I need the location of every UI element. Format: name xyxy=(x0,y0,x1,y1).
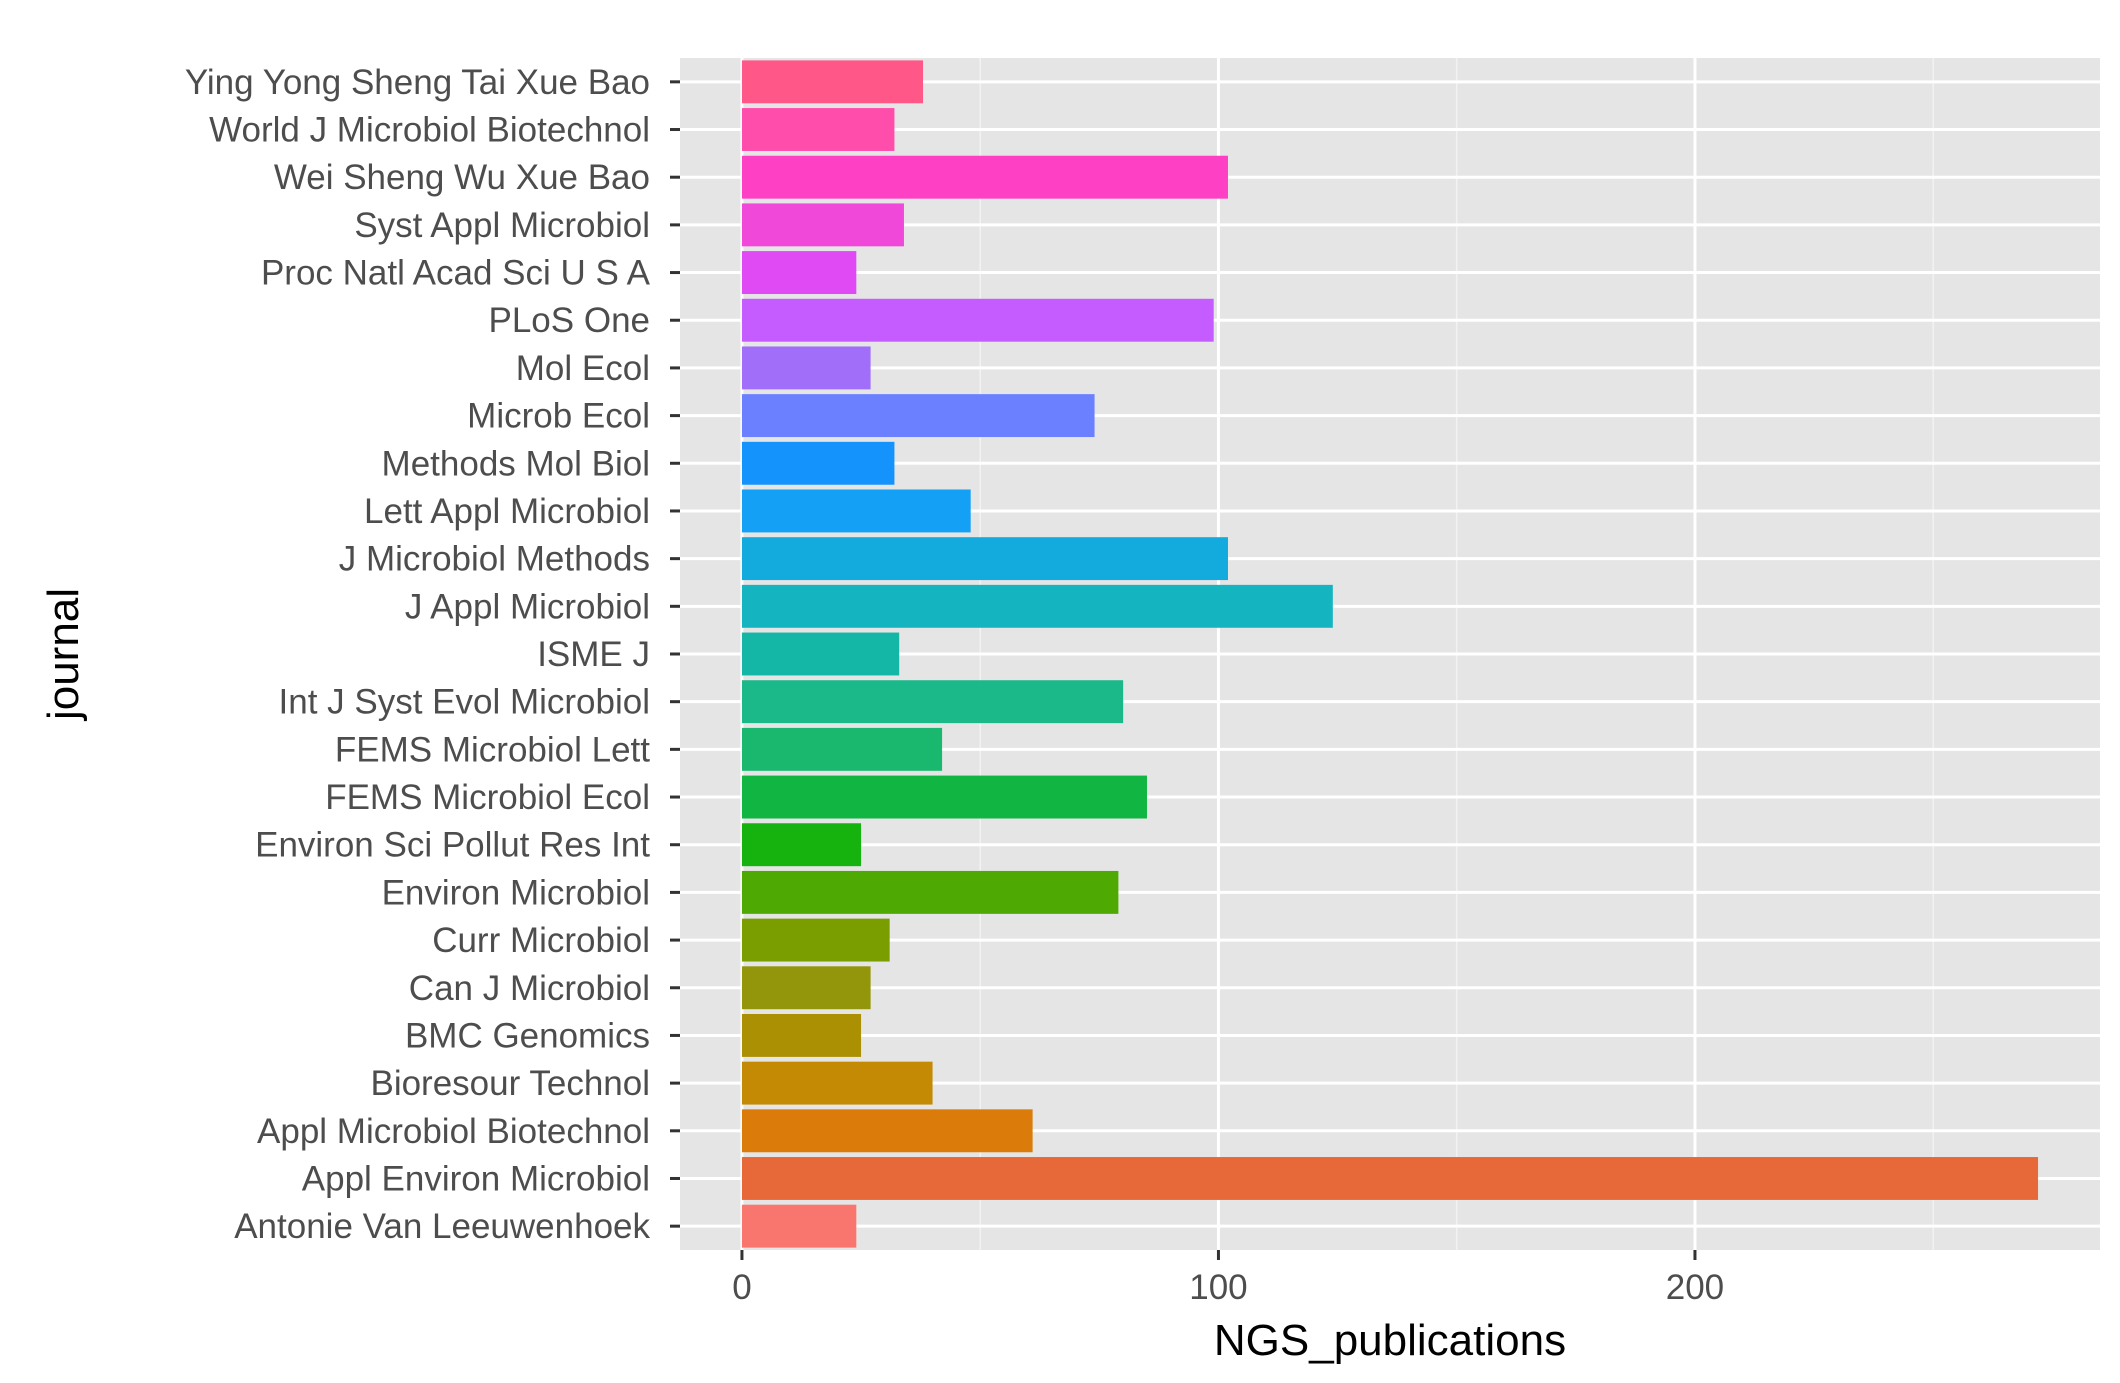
x-tick-label: 100 xyxy=(1189,1268,1247,1307)
bar xyxy=(741,203,904,247)
y-tick-label: J Microbiol Methods xyxy=(339,540,650,579)
y-tick-label: Appl Microbiol Biotechnol xyxy=(257,1112,650,1151)
y-tick-label: FEMS Microbiol Ecol xyxy=(325,778,650,817)
bar xyxy=(741,251,857,295)
bar xyxy=(741,775,1147,819)
y-tick-label: ISME J xyxy=(537,635,650,674)
bar xyxy=(741,1013,862,1057)
y-tick-label: Proc Natl Acad Sci U S A xyxy=(261,254,651,293)
y-tick-label: Can J Microbiol xyxy=(409,969,650,1008)
x-tick-label: 200 xyxy=(1666,1268,1724,1307)
y-tick-label: Lett Appl Microbiol xyxy=(364,492,650,531)
bar xyxy=(741,918,890,962)
y-tick-label: Microb Ecol xyxy=(467,397,650,436)
y-tick-label: J Appl Microbiol xyxy=(405,587,650,626)
x-axis: 0 100 200 xyxy=(732,1250,1724,1307)
y-tick-label: FEMS Microbiol Lett xyxy=(335,730,650,769)
bar xyxy=(741,60,924,104)
bar xyxy=(741,823,862,867)
x-axis-title: NGS_publications xyxy=(1214,1316,1566,1365)
y-tick-label: Int J Syst Evol Microbiol xyxy=(279,683,651,722)
bar xyxy=(741,584,1333,628)
y-tick-label: World J Microbiol Biotechnol xyxy=(209,111,650,150)
bar xyxy=(741,632,900,676)
y-tick-label: Appl Environ Microbiol xyxy=(302,1159,650,1198)
bar xyxy=(741,394,1095,438)
bar xyxy=(741,489,971,533)
y-tick-label: Environ Sci Pollut Res Int xyxy=(255,826,650,865)
y-tick-label: Antonie Van Leeuwenhoek xyxy=(234,1207,650,1246)
bars xyxy=(741,60,2039,1248)
bar xyxy=(741,108,895,151)
y-tick-label: Wei Sheng Wu Xue Bao xyxy=(274,158,650,197)
y-tick-label: Ying Yong Sheng Tai Xue Bao xyxy=(185,63,650,102)
y-tick-label: BMC Genomics xyxy=(405,1016,650,1055)
y-axis: Antonie Van Leeuwenhoek Appl Environ Micr… xyxy=(185,63,680,1246)
bar xyxy=(741,1204,857,1248)
bar xyxy=(741,155,1228,199)
y-tick-label: Curr Microbiol xyxy=(432,921,650,960)
y-tick-label: Methods Mol Biol xyxy=(382,444,650,483)
bar xyxy=(741,1109,1033,1153)
bar xyxy=(741,1061,933,1105)
y-tick-label: Syst Appl Microbiol xyxy=(354,206,650,245)
y-axis-title: journal xyxy=(39,588,88,722)
y-tick-label: PLoS One xyxy=(489,301,651,340)
bar xyxy=(741,1157,2039,1200)
bar xyxy=(741,727,943,771)
bar xyxy=(741,298,1214,342)
y-tick-label: Mol Ecol xyxy=(516,349,650,388)
x-tick-label: 0 xyxy=(732,1268,751,1307)
bar xyxy=(741,680,1124,724)
bar xyxy=(741,870,1119,914)
y-tick-label: Environ Microbiol xyxy=(382,873,650,912)
bar xyxy=(741,441,895,485)
bar xyxy=(741,346,871,390)
y-tick-label: Bioresour Technol xyxy=(370,1064,650,1103)
bar xyxy=(741,537,1228,581)
bar xyxy=(741,966,871,1010)
